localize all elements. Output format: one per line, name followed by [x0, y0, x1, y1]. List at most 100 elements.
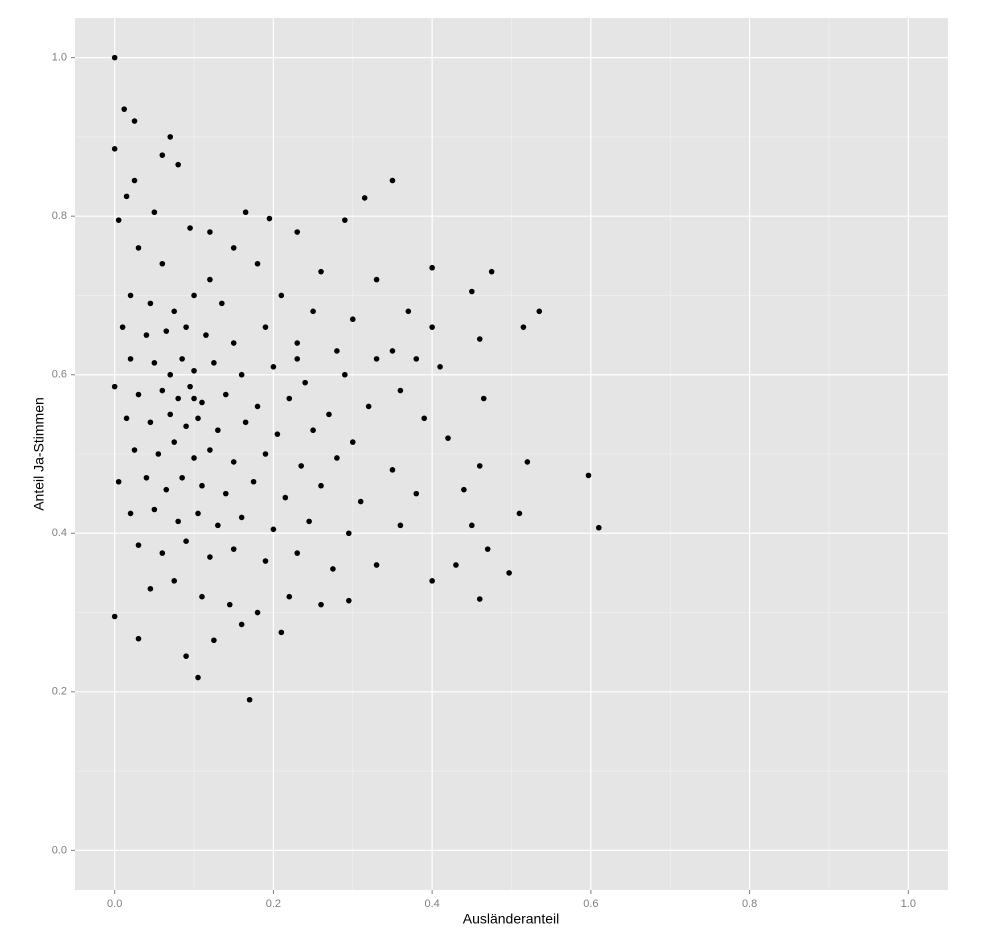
point: [302, 379, 308, 386]
point: [175, 395, 181, 402]
point: [278, 629, 285, 636]
point: [262, 558, 269, 564]
point: [254, 609, 261, 616]
point: [159, 152, 166, 158]
point: [183, 324, 189, 330]
point: [226, 601, 233, 608]
point: [155, 451, 162, 457]
point: [183, 423, 189, 430]
point: [123, 193, 130, 200]
point: [163, 328, 170, 334]
point: [266, 215, 273, 222]
point: [254, 403, 261, 410]
point: [413, 490, 420, 497]
point: [195, 510, 201, 517]
x-tick-label: 0.2: [266, 898, 281, 910]
point: [250, 478, 257, 485]
point: [115, 217, 122, 223]
point: [342, 371, 348, 378]
point: [506, 570, 512, 576]
point: [195, 415, 201, 422]
point: [429, 578, 435, 584]
point: [211, 360, 217, 366]
point: [596, 524, 602, 531]
point: [270, 526, 277, 533]
point: [163, 486, 170, 493]
point: [389, 348, 396, 354]
x-axis-title: Ausländeranteil: [463, 911, 560, 927]
point: [286, 395, 293, 402]
point: [334, 348, 340, 354]
point: [167, 134, 174, 140]
point: [179, 356, 185, 362]
point: [222, 391, 229, 398]
point: [469, 522, 475, 529]
point: [111, 613, 118, 620]
point: [437, 364, 443, 370]
point: [207, 554, 213, 560]
point: [135, 245, 142, 251]
point: [211, 637, 217, 644]
point: [219, 300, 225, 307]
point: [262, 451, 269, 457]
point: [230, 546, 237, 552]
point: [318, 268, 324, 275]
point: [147, 419, 154, 426]
point: [585, 472, 592, 479]
point: [306, 518, 312, 525]
point: [195, 674, 201, 681]
point: [159, 387, 166, 394]
point: [187, 383, 193, 390]
point: [151, 506, 158, 513]
point: [111, 54, 118, 61]
point: [389, 177, 396, 184]
point: [373, 276, 380, 283]
point: [191, 292, 197, 299]
point: [199, 399, 205, 406]
point: [167, 411, 174, 418]
point: [246, 696, 253, 703]
point: [127, 510, 134, 517]
point: [191, 455, 197, 461]
point: [373, 562, 380, 568]
point: [207, 276, 213, 283]
point: [346, 597, 352, 604]
point: [421, 415, 428, 422]
point: [294, 229, 301, 235]
point: [167, 371, 174, 378]
y-tick-label: 1.0: [52, 52, 67, 64]
point: [484, 546, 491, 552]
point: [159, 260, 166, 267]
point: [143, 474, 150, 481]
point: [171, 578, 178, 584]
point: [147, 585, 154, 592]
point: [175, 161, 181, 168]
point: [389, 467, 396, 473]
point: [349, 439, 356, 445]
point: [242, 419, 249, 426]
point: [488, 268, 495, 275]
point: [294, 340, 301, 346]
point: [286, 593, 293, 600]
point: [119, 324, 126, 330]
point: [203, 332, 209, 338]
point: [215, 427, 221, 434]
point: [326, 411, 332, 418]
point: [191, 367, 197, 374]
point: [171, 439, 178, 445]
point: [242, 209, 249, 216]
point: [230, 245, 237, 251]
point: [121, 106, 128, 112]
point: [373, 356, 380, 362]
x-tick-label: 0.0: [107, 898, 122, 910]
point: [429, 264, 435, 271]
y-tick-label: 0.6: [52, 369, 67, 381]
point: [365, 403, 372, 410]
point: [111, 146, 118, 152]
point: [187, 225, 193, 231]
point: [183, 653, 189, 659]
point: [310, 308, 316, 315]
point: [147, 300, 154, 307]
point: [298, 463, 304, 469]
